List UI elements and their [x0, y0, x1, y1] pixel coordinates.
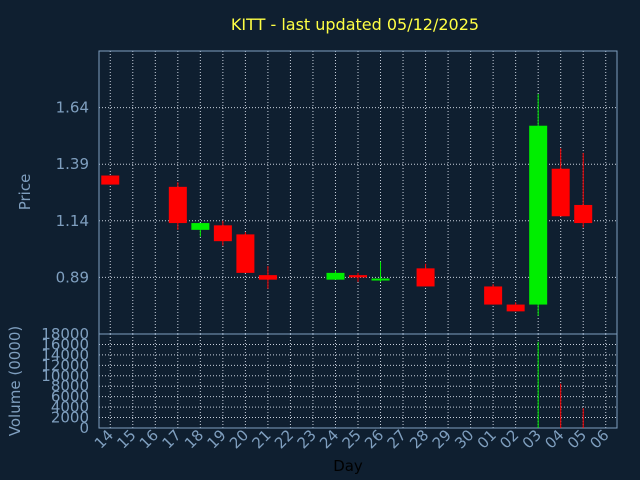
price-tick-label: 1.64	[56, 99, 89, 117]
candle-body	[213, 225, 232, 242]
candle-body	[191, 223, 210, 230]
candle-body	[484, 286, 503, 305]
volume-tick-label: 0	[79, 419, 89, 437]
volume-panel: 0200040006000800010000120001400016000180…	[41, 325, 618, 452]
candle-body	[349, 275, 367, 278]
candle-body	[416, 268, 435, 287]
volume-tick-label: 10000	[41, 367, 89, 385]
volume-tick-label: 6000	[51, 388, 89, 406]
volume-tick-label: 8000	[51, 377, 89, 395]
chart-title: KITT - last updated 05/12/2025	[231, 15, 479, 34]
x-axis-label: Day	[333, 457, 363, 475]
volume-tick-label: 2000	[51, 409, 89, 427]
volume-axis-label: Volume (0000)	[6, 326, 24, 436]
candle-body	[258, 275, 277, 280]
day-tick-label: 06	[586, 426, 612, 452]
price-tick-label: 1.39	[56, 155, 89, 173]
candle-body	[101, 175, 120, 185]
volume-tick-label: 4000	[51, 398, 89, 416]
price-tick-label: 0.89	[56, 268, 89, 286]
price-axis-label: Price	[16, 174, 34, 211]
candle-body	[168, 186, 187, 224]
candle-body	[236, 234, 255, 273]
volume-tick-label: 12000	[41, 356, 89, 374]
volume-tick-label: 14000	[41, 346, 89, 364]
candle-body	[326, 272, 345, 280]
candle-body	[551, 168, 570, 217]
volume-tick-label: 16000	[41, 335, 89, 353]
price-tick-label: 1.14	[56, 212, 89, 230]
price-panel: 0.89 1.14 1.39 1.64	[56, 50, 618, 335]
volume-tick-label: 18000	[41, 325, 89, 343]
candle-body	[506, 304, 525, 312]
candle-body	[371, 278, 390, 281]
candle-body	[529, 125, 548, 305]
volume-frame	[98, 333, 618, 429]
candle-body	[574, 204, 593, 224]
